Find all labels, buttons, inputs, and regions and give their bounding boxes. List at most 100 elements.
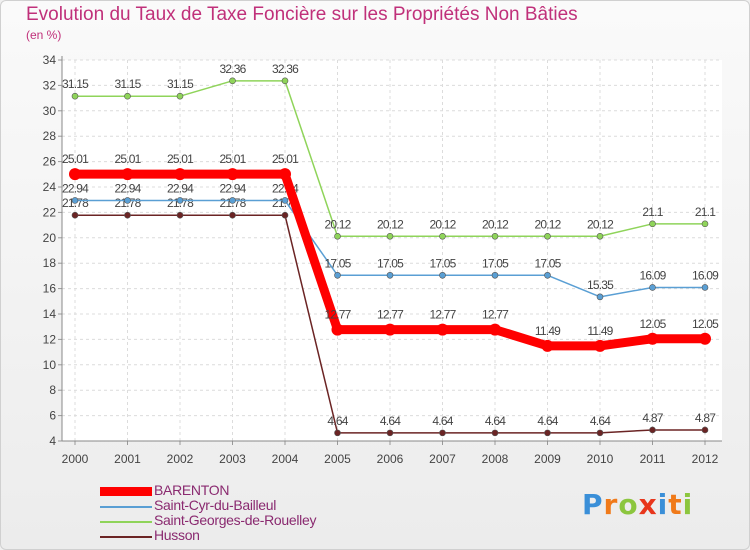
data-point-saint-georges-de-rouelley — [701, 220, 709, 228]
logo-letter: i — [657, 488, 669, 521]
y-tick-label: 20 — [43, 231, 57, 245]
data-point-barenton — [541, 339, 554, 352]
data-label-saint-georges-de-rouelley: 32.36 — [219, 62, 246, 76]
y-tick-label: 32 — [43, 78, 57, 92]
legend-label-saint-cyr-du-bailleul: Saint-Cyr-du-Bailleul — [154, 497, 277, 513]
data-point-saint-cyr-du-bailleul — [439, 271, 446, 279]
legend-swatch-saint-georges-de-rouelley — [100, 521, 152, 523]
data-point-husson — [649, 426, 656, 434]
x-tick-label-2000: 2000 — [62, 452, 89, 466]
data-point-husson — [701, 426, 709, 434]
data-point-saint-georges-de-rouelley — [544, 232, 551, 240]
data-label-barenton: 12.05 — [639, 317, 666, 331]
x-tick-label-2001: 2001 — [114, 452, 141, 466]
data-point-saint-georges-de-rouelley — [439, 232, 446, 240]
data-label-barenton: 25.01 — [114, 152, 141, 166]
logo-letter: i — [682, 488, 694, 521]
y-tick-label: 28 — [43, 129, 57, 143]
x-tick-label-2003: 2003 — [219, 452, 246, 466]
data-point-barenton — [489, 323, 501, 336]
data-point-saint-georges-de-rouelley — [71, 92, 79, 100]
data-label-barenton: 11.49 — [535, 324, 561, 338]
legend: BARENTON Saint-Cyr-du-Bailleul Saint-Geo… — [100, 482, 400, 544]
data-point-saint-cyr-du-bailleul — [386, 271, 394, 279]
data-point-barenton — [331, 323, 344, 336]
x-tick-label-2005: 2005 — [324, 452, 351, 466]
data-point-saint-cyr-du-bailleul — [701, 284, 709, 291]
data-point-saint-georges-de-rouelley — [596, 232, 604, 240]
legend-item-saint-georges-de-rouelley: Saint-Georges-de-Rouelley — [100, 512, 400, 529]
legend-item-barenton: BARENTON — [100, 482, 400, 499]
logo-letter: r — [603, 488, 619, 521]
x-tick-label-2010: 2010 — [587, 452, 614, 466]
data-point-husson — [386, 429, 394, 437]
data-label-barenton: 12.77 — [482, 308, 509, 322]
data-point-barenton — [646, 332, 659, 345]
data-label-husson: 4.64 — [327, 414, 348, 428]
logo-letter: o — [618, 488, 639, 521]
data-label-saint-cyr-du-bailleul: 15.35 — [587, 278, 614, 292]
data-point-husson — [71, 211, 79, 219]
logo-letter: x — [638, 488, 658, 521]
y-tick-label: 34 — [43, 53, 57, 67]
data-label-saint-georges-de-rouelley: 20.12 — [377, 217, 404, 231]
legend-item-saint-cyr-du-bailleul: Saint-Cyr-du-Bailleul — [100, 497, 400, 514]
data-label-saint-cyr-du-bailleul: 22.94 — [62, 181, 89, 195]
x-tick-label-2009: 2009 — [534, 452, 561, 466]
data-point-saint-georges-de-rouelley — [124, 92, 131, 100]
data-label-saint-cyr-du-bailleul: 17.05 — [377, 256, 404, 270]
data-label-husson: 4.64 — [432, 414, 453, 428]
data-point-saint-georges-de-rouelley — [386, 232, 394, 240]
legend-label-husson: Husson — [154, 527, 200, 543]
data-point-saint-cyr-du-bailleul — [176, 197, 184, 204]
data-label-barenton: 25.01 — [272, 152, 299, 166]
plot-area — [62, 60, 722, 441]
data-point-saint-georges-de-rouelley — [649, 220, 656, 228]
data-point-saint-cyr-du-bailleul — [334, 271, 341, 279]
legend-label-saint-georges-de-rouelley: Saint-Georges-de-Rouelley — [154, 512, 317, 528]
x-tick-label-2011: 2011 — [640, 452, 666, 466]
data-label-saint-cyr-du-bailleul: 22.94 — [167, 181, 194, 195]
data-label-saint-georges-de-rouelley: 20.12 — [534, 217, 561, 231]
data-point-saint-cyr-du-bailleul — [596, 293, 604, 301]
data-point-saint-georges-de-rouelley — [334, 232, 341, 240]
data-label-husson: 4.64 — [590, 414, 611, 428]
data-label-husson: 4.64 — [485, 414, 506, 428]
data-point-saint-georges-de-rouelley — [281, 77, 289, 85]
y-tick-label: 24 — [43, 180, 57, 194]
data-label-saint-georges-de-rouelley: 32.36 — [272, 62, 299, 76]
y-tick-label: 26 — [43, 155, 57, 169]
data-label-saint-georges-de-rouelley: 20.12 — [587, 217, 614, 231]
data-point-husson — [439, 429, 446, 437]
data-point-husson — [334, 429, 341, 437]
logo-letter: P — [582, 488, 604, 521]
data-label-saint-cyr-du-bailleul: 16.09 — [639, 268, 666, 282]
data-label-husson: 4.64 — [380, 414, 401, 428]
x-tick-label-2008: 2008 — [482, 452, 509, 466]
y-tick-label: 8 — [49, 383, 56, 397]
data-point-husson — [544, 429, 551, 437]
data-label-saint-georges-de-rouelley: 20.12 — [482, 217, 509, 231]
data-label-saint-georges-de-rouelley: 31.15 — [167, 77, 194, 91]
data-point-saint-cyr-du-bailleul — [544, 271, 551, 279]
data-label-saint-cyr-du-bailleul: 16.09 — [692, 268, 719, 282]
data-label-barenton: 11.49 — [587, 324, 613, 338]
data-label-saint-georges-de-rouelley: 31.15 — [114, 77, 141, 91]
data-point-husson — [281, 211, 289, 219]
data-label-saint-georges-de-rouelley: 21.1 — [695, 205, 716, 219]
x-tick-label-2012: 2012 — [692, 452, 719, 466]
data-point-saint-cyr-du-bailleul — [124, 197, 131, 204]
y-tick-label: 22 — [43, 205, 57, 219]
data-point-barenton — [121, 168, 134, 181]
data-label-barenton: 12.77 — [377, 308, 404, 322]
data-label-saint-cyr-du-bailleul: 17.05 — [482, 256, 509, 270]
data-point-saint-georges-de-rouelley — [491, 232, 499, 240]
chart-title: Evolution du Taux de Taxe Foncière sur l… — [26, 4, 578, 25]
y-tick-label: 30 — [43, 104, 57, 118]
data-point-barenton — [384, 323, 396, 336]
data-point-saint-cyr-du-bailleul — [229, 197, 236, 204]
x-tick-label-2002: 2002 — [167, 452, 194, 466]
y-axis-unit: (en %) — [26, 28, 62, 42]
x-tick-label-2007: 2007 — [429, 452, 456, 466]
